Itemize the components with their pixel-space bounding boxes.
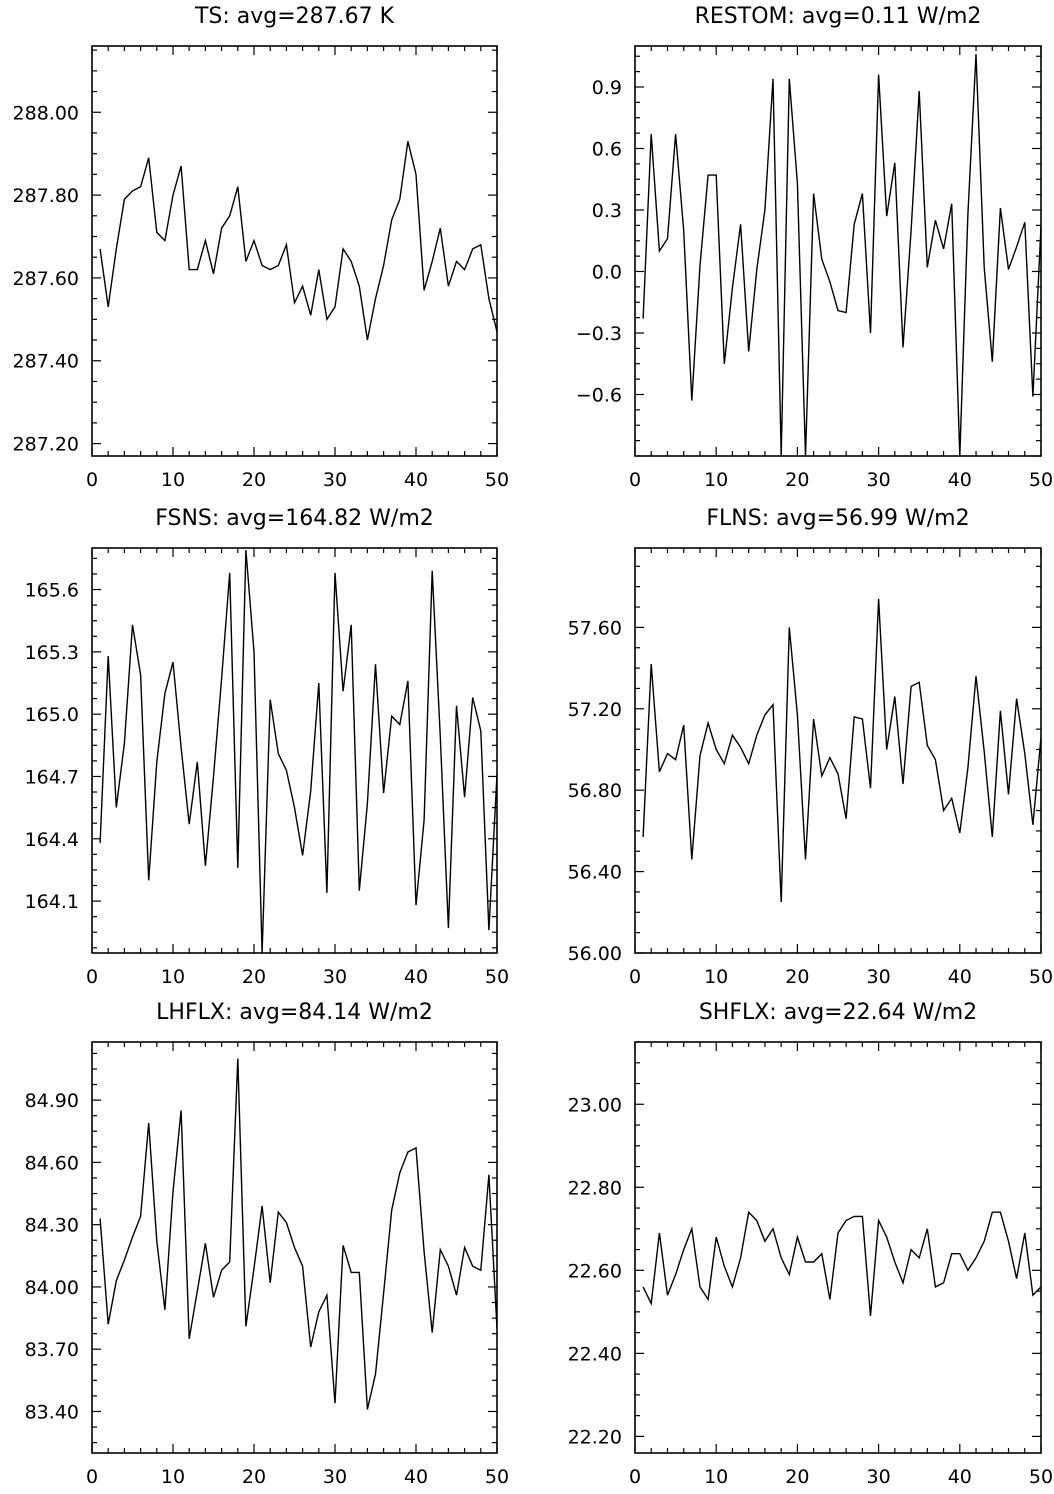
x-tick-label: 50 xyxy=(1029,469,1053,491)
x-tick-label: 30 xyxy=(867,1466,891,1488)
x-tick-label: 30 xyxy=(323,469,347,491)
x-tick-label: 50 xyxy=(485,1466,509,1488)
y-tick-label: 56.00 xyxy=(568,943,622,965)
y-tick-label: 0.6 xyxy=(592,139,622,161)
x-tick-label: 10 xyxy=(704,966,728,988)
plot-frame xyxy=(91,1041,498,1454)
y-tick-label: 84.90 xyxy=(25,1090,79,1112)
plot-frame xyxy=(634,45,1042,457)
series-line xyxy=(99,1058,497,1410)
x-tick-label: 0 xyxy=(629,469,641,491)
x-tick-label: 20 xyxy=(242,469,266,491)
y-tick-label: 22.80 xyxy=(568,1177,622,1199)
y-tick-label: −0.3 xyxy=(576,323,622,345)
y-tick-label: 83.40 xyxy=(25,1401,79,1423)
x-tick-label: 40 xyxy=(948,1466,972,1488)
y-tick-label: 287.20 xyxy=(13,434,79,456)
y-tick-label: 165.0 xyxy=(25,704,79,726)
chart-panel: LHFLX: avg=84.14 W/m2 0 10 20 30 40 50 83.40 83.… xyxy=(25,1000,510,1488)
chart-panel: RESTOM: avg=0.11 W/m2 0 10 20 30 40 50 −0.6 −0.3… xyxy=(576,4,1053,491)
x-tick-label: 50 xyxy=(485,469,509,491)
chart-panel: SHFLX: avg=22.64 W/m2 0 10 20 30 40 50 22.20 22.… xyxy=(568,1000,1054,1488)
chart-panel: FSNS: avg=164.82 W/m2 0 10 20 30 40 50 164.1 164… xyxy=(25,506,510,988)
x-tick-label: 0 xyxy=(629,1466,641,1488)
y-tick-label: 83.70 xyxy=(25,1339,79,1361)
y-tick-label: 84.00 xyxy=(25,1277,79,1299)
y-tick-label: 164.4 xyxy=(25,829,79,851)
y-tick-label: 57.20 xyxy=(568,699,622,721)
y-tick-label: 57.60 xyxy=(568,617,622,639)
y-tick-label: 287.80 xyxy=(13,185,79,207)
x-tick-label: 50 xyxy=(1029,966,1053,988)
plot-frame xyxy=(91,45,498,457)
x-tick-label: 40 xyxy=(404,469,428,491)
x-tick-label: 50 xyxy=(485,966,509,988)
y-tick-label: 56.80 xyxy=(568,780,622,802)
y-tick-label: −0.6 xyxy=(576,385,622,407)
series-line xyxy=(642,1210,1041,1317)
plot-frame xyxy=(91,547,498,954)
series-line xyxy=(99,550,497,953)
chart-title: TS: avg=287.67 K xyxy=(194,4,395,29)
x-tick-label: 20 xyxy=(785,1466,809,1488)
chart-title: FLNS: avg=56.99 W/m2 xyxy=(706,506,969,531)
series-line xyxy=(99,141,497,341)
y-tick-label: 287.60 xyxy=(13,268,79,290)
y-tick-label: 164.7 xyxy=(25,766,79,788)
y-tick-label: 164.1 xyxy=(25,891,79,913)
x-tick-label: 30 xyxy=(867,966,891,988)
y-tick-label: 22.20 xyxy=(568,1426,622,1448)
y-tick-label: 287.40 xyxy=(13,351,79,373)
chart-panel: FLNS: avg=56.99 W/m2 0 10 20 30 40 50 56.00 56.4… xyxy=(568,506,1054,988)
chart-title: SHFLX: avg=22.64 W/m2 xyxy=(699,1000,977,1025)
x-tick-label: 20 xyxy=(785,469,809,491)
x-tick-label: 20 xyxy=(242,966,266,988)
x-tick-label: 20 xyxy=(785,966,809,988)
chart-title: FSNS: avg=164.82 W/m2 xyxy=(155,506,434,531)
series-line xyxy=(642,54,1041,456)
y-tick-label: 22.40 xyxy=(568,1343,622,1365)
chart-title: RESTOM: avg=0.11 W/m2 xyxy=(695,4,982,29)
y-tick-label: 288.00 xyxy=(13,102,79,124)
y-tick-label: 0.9 xyxy=(592,77,622,99)
y-tick-label: 165.3 xyxy=(25,642,79,664)
x-tick-label: 10 xyxy=(161,966,185,988)
x-tick-label: 10 xyxy=(161,1466,185,1488)
x-tick-label: 30 xyxy=(867,469,891,491)
y-tick-label: 165.6 xyxy=(25,580,79,602)
y-tick-label: 56.40 xyxy=(568,862,622,884)
x-tick-label: 40 xyxy=(948,469,972,491)
y-tick-label: 0.0 xyxy=(592,262,622,284)
x-tick-label: 10 xyxy=(704,469,728,491)
x-tick-label: 0 xyxy=(86,469,98,491)
x-tick-label: 50 xyxy=(1029,1466,1053,1488)
plot-frame xyxy=(634,547,1042,954)
x-tick-label: 30 xyxy=(323,966,347,988)
x-tick-label: 0 xyxy=(629,966,641,988)
series-line xyxy=(642,598,1041,903)
x-tick-label: 10 xyxy=(161,469,185,491)
y-tick-label: 23.00 xyxy=(568,1094,622,1116)
x-tick-label: 40 xyxy=(948,966,972,988)
x-tick-label: 30 xyxy=(323,1466,347,1488)
x-tick-label: 40 xyxy=(404,1466,428,1488)
x-tick-label: 20 xyxy=(242,1466,266,1488)
x-tick-label: 40 xyxy=(404,966,428,988)
x-tick-label: 0 xyxy=(86,966,98,988)
plot-frame xyxy=(634,1041,1042,1454)
y-tick-label: 0.3 xyxy=(592,200,622,222)
chart-panel: TS: avg=287.67 K 0 10 20 30 40 50 287.20 287.40 2… xyxy=(13,4,510,491)
x-tick-label: 0 xyxy=(86,1466,98,1488)
chart-title: LHFLX: avg=84.14 W/m2 xyxy=(156,1000,433,1025)
y-tick-label: 22.60 xyxy=(568,1260,622,1282)
y-tick-label: 84.60 xyxy=(25,1152,79,1174)
y-tick-label: 84.30 xyxy=(25,1215,79,1237)
x-tick-label: 10 xyxy=(704,1466,728,1488)
